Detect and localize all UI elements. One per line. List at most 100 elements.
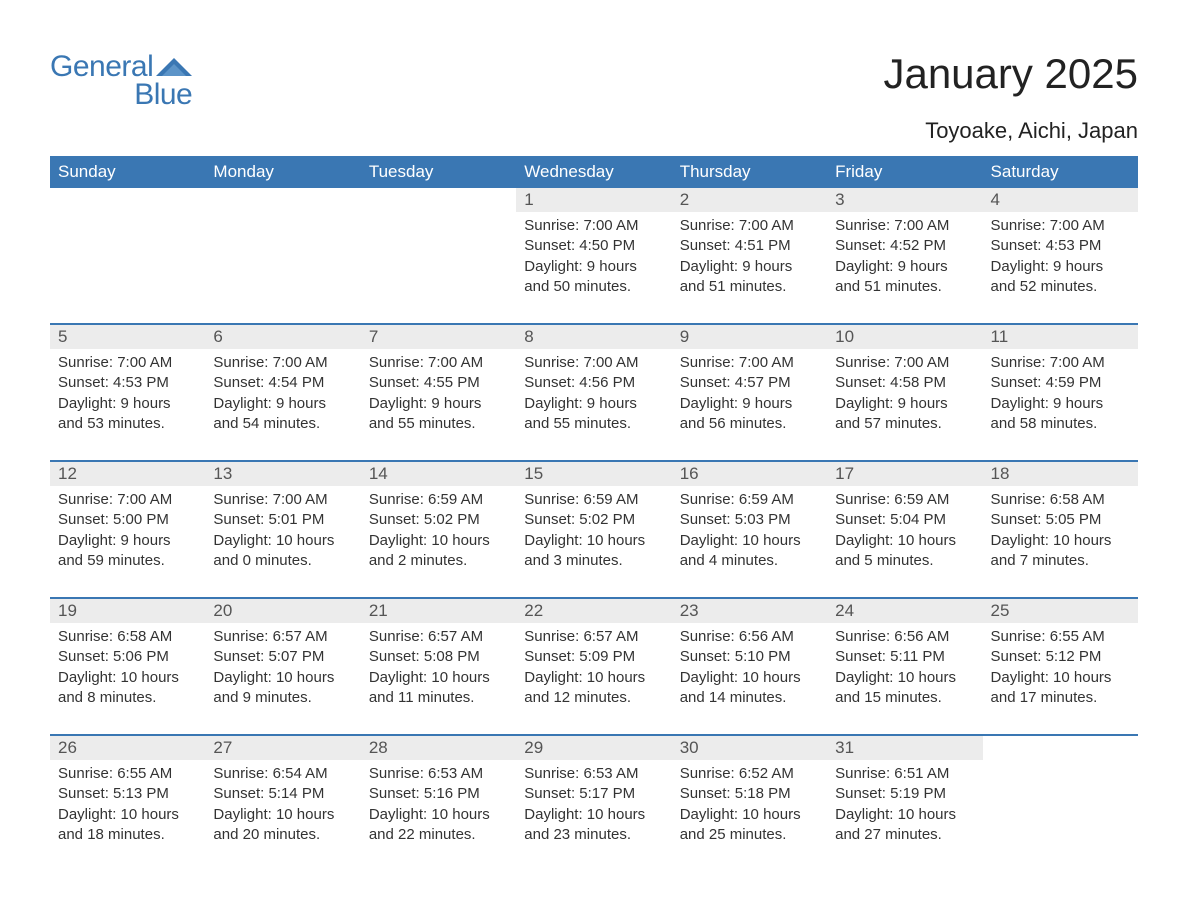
day-content-row: Sunrise: 7:00 AMSunset: 5:00 PMDaylight:… [50,486,1138,597]
day-content-cell: Sunrise: 6:59 AMSunset: 5:02 PMDaylight:… [516,486,671,597]
daylight-text-2: and 56 minutes. [680,414,819,434]
day-content-cell: Sunrise: 6:58 AMSunset: 5:06 PMDaylight:… [50,623,205,734]
daylight-text-1: Daylight: 9 hours [524,394,663,414]
logo-word-2: Blue [50,78,192,112]
daylight-text-2: and 57 minutes. [835,414,974,434]
day-number-cell: 10 [827,325,982,349]
day-number-cell [361,188,516,212]
logo-swoosh-icon [156,58,192,76]
day-content-cell: Sunrise: 6:58 AMSunset: 5:05 PMDaylight:… [983,486,1138,597]
daylight-text-1: Daylight: 9 hours [991,257,1130,277]
sunrise-text: Sunrise: 7:00 AM [835,216,974,236]
day-content-cell: Sunrise: 6:59 AMSunset: 5:02 PMDaylight:… [361,486,516,597]
day-number-cell: 23 [672,599,827,623]
daylight-text-1: Daylight: 10 hours [680,531,819,551]
daylight-text-1: Daylight: 10 hours [213,805,352,825]
sunset-text: Sunset: 4:52 PM [835,236,974,256]
sunset-text: Sunset: 4:55 PM [369,373,508,393]
daylight-text-1: Daylight: 9 hours [835,257,974,277]
day-content-row: Sunrise: 6:55 AMSunset: 5:13 PMDaylight:… [50,760,1138,855]
day-content-cell: Sunrise: 6:55 AMSunset: 5:13 PMDaylight:… [50,760,205,855]
day-number-cell: 30 [672,736,827,760]
day-number-cell: 8 [516,325,671,349]
daylight-text-2: and 11 minutes. [369,688,508,708]
day-content-row: Sunrise: 6:58 AMSunset: 5:06 PMDaylight:… [50,623,1138,734]
day-content-cell: Sunrise: 6:53 AMSunset: 5:16 PMDaylight:… [361,760,516,855]
day-content-row: Sunrise: 7:00 AMSunset: 4:50 PMDaylight:… [50,212,1138,323]
sunset-text: Sunset: 4:53 PM [58,373,197,393]
daylight-text-1: Daylight: 9 hours [680,394,819,414]
daylight-text-1: Daylight: 9 hours [213,394,352,414]
sunset-text: Sunset: 5:02 PM [524,510,663,530]
weekday-header: Wednesday [516,156,671,188]
daylight-text-2: and 0 minutes. [213,551,352,571]
day-number-cell: 16 [672,462,827,486]
sunrise-text: Sunrise: 6:55 AM [58,764,197,784]
daylight-text-2: and 15 minutes. [835,688,974,708]
daylight-text-1: Daylight: 10 hours [369,531,508,551]
day-content-cell: Sunrise: 6:52 AMSunset: 5:18 PMDaylight:… [672,760,827,855]
daylight-text-2: and 18 minutes. [58,825,197,845]
daylight-text-2: and 50 minutes. [524,277,663,297]
daylight-text-1: Daylight: 10 hours [680,805,819,825]
daylight-text-1: Daylight: 10 hours [524,805,663,825]
day-number-cell: 20 [205,599,360,623]
day-number-cell: 14 [361,462,516,486]
sunrise-text: Sunrise: 6:57 AM [524,627,663,647]
daylight-text-1: Daylight: 10 hours [58,668,197,688]
sunset-text: Sunset: 5:02 PM [369,510,508,530]
sunrise-text: Sunrise: 6:56 AM [835,627,974,647]
sunset-text: Sunset: 4:59 PM [991,373,1130,393]
sunrise-text: Sunrise: 7:00 AM [680,353,819,373]
sunrise-text: Sunrise: 6:56 AM [680,627,819,647]
day-content-cell: Sunrise: 7:00 AMSunset: 4:55 PMDaylight:… [361,349,516,460]
day-number-cell: 2 [672,188,827,212]
sunrise-text: Sunrise: 6:54 AM [213,764,352,784]
weekday-header: Monday [205,156,360,188]
sunset-text: Sunset: 5:13 PM [58,784,197,804]
day-content-cell: Sunrise: 6:53 AMSunset: 5:17 PMDaylight:… [516,760,671,855]
sunrise-text: Sunrise: 6:57 AM [369,627,508,647]
daylight-text-1: Daylight: 10 hours [58,805,197,825]
day-number-cell: 9 [672,325,827,349]
daylight-text-1: Daylight: 10 hours [991,668,1130,688]
sunset-text: Sunset: 5:10 PM [680,647,819,667]
day-number-row: 12131415161718 [50,462,1138,486]
sunrise-text: Sunrise: 7:00 AM [58,490,197,510]
daylight-text-1: Daylight: 9 hours [991,394,1130,414]
sunset-text: Sunset: 5:07 PM [213,647,352,667]
daylight-text-1: Daylight: 10 hours [524,668,663,688]
daylight-text-2: and 51 minutes. [835,277,974,297]
sunset-text: Sunset: 5:06 PM [58,647,197,667]
day-number-cell: 22 [516,599,671,623]
day-content-cell: Sunrise: 6:57 AMSunset: 5:07 PMDaylight:… [205,623,360,734]
day-number-cell: 31 [827,736,982,760]
day-number-cell: 6 [205,325,360,349]
daylight-text-1: Daylight: 9 hours [524,257,663,277]
location-subtitle: Toyoake, Aichi, Japan [50,118,1138,144]
sunrise-text: Sunrise: 6:59 AM [680,490,819,510]
sunset-text: Sunset: 5:18 PM [680,784,819,804]
sunrise-text: Sunrise: 6:59 AM [524,490,663,510]
sunrise-text: Sunrise: 7:00 AM [835,353,974,373]
sunset-text: Sunset: 4:57 PM [680,373,819,393]
day-number-cell: 17 [827,462,982,486]
daylight-text-1: Daylight: 10 hours [213,668,352,688]
daylight-text-1: Daylight: 10 hours [991,531,1130,551]
day-number-cell: 28 [361,736,516,760]
sunset-text: Sunset: 5:09 PM [524,647,663,667]
daylight-text-2: and 55 minutes. [369,414,508,434]
day-number-cell: 15 [516,462,671,486]
daylight-text-1: Daylight: 10 hours [369,805,508,825]
daylight-text-2: and 53 minutes. [58,414,197,434]
sunset-text: Sunset: 5:04 PM [835,510,974,530]
day-content-cell: Sunrise: 7:00 AMSunset: 4:50 PMDaylight:… [516,212,671,323]
weekday-header: Sunday [50,156,205,188]
day-number-cell: 29 [516,736,671,760]
day-content-cell: Sunrise: 7:00 AMSunset: 4:54 PMDaylight:… [205,349,360,460]
sunset-text: Sunset: 5:05 PM [991,510,1130,530]
daylight-text-2: and 9 minutes. [213,688,352,708]
sunrise-text: Sunrise: 6:59 AM [835,490,974,510]
sunrise-text: Sunrise: 7:00 AM [991,216,1130,236]
day-content-cell: Sunrise: 7:00 AMSunset: 4:51 PMDaylight:… [672,212,827,323]
